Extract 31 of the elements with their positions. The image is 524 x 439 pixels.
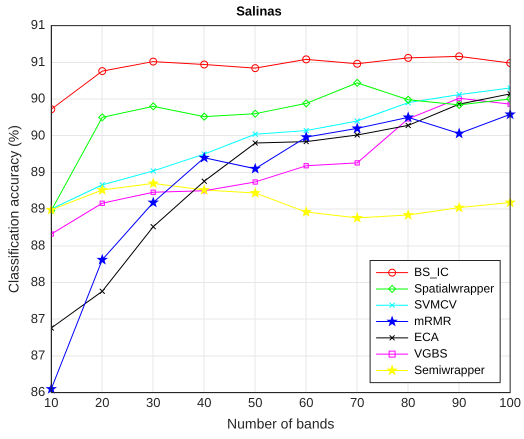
- x-tick-label: 90: [452, 394, 466, 410]
- legend-label: Spatialwrapper: [414, 281, 494, 296]
- x-tick-label: 50: [248, 394, 262, 410]
- y-tick-label: 88: [30, 274, 46, 290]
- x-axis-title: Number of bands: [227, 415, 334, 432]
- x-tick-label: 40: [196, 394, 212, 410]
- y-tick-label: 90: [30, 90, 46, 106]
- y-tick-label: 87: [30, 347, 46, 362]
- legend-label: Semiwrapper: [414, 362, 485, 377]
- y-tick-label: 88: [30, 237, 46, 252]
- x-tick-label: 10: [44, 394, 58, 410]
- x-tick-label: 20: [95, 394, 110, 410]
- y-tick-label: 89: [30, 164, 46, 179]
- x-tick-label: 30: [146, 394, 160, 410]
- legend-label: VGBS: [414, 346, 448, 360]
- y-tick-label: 91: [30, 54, 46, 69]
- legend-label: BS_IC: [414, 264, 450, 279]
- y-tick-label: 91: [30, 17, 46, 32]
- legend-label: ECA: [414, 330, 439, 344]
- y-tick-label: 86: [30, 384, 46, 400]
- x-tick-label: 80: [400, 394, 416, 410]
- legend-label: mRMR: [414, 314, 452, 328]
- y-tick-label: 90: [30, 127, 46, 142]
- x-tick-label: 60: [298, 394, 314, 410]
- y-tick-label: 87: [30, 310, 46, 326]
- x-tick-label: 100: [499, 394, 522, 410]
- y-axis-title: Classification accuracy (%): [5, 125, 22, 294]
- x-tick-label: 70: [350, 394, 364, 410]
- legend-label: SVMCV: [414, 298, 457, 312]
- chart-title: Salinas: [236, 3, 282, 18]
- y-tick-label: 89: [30, 200, 46, 216]
